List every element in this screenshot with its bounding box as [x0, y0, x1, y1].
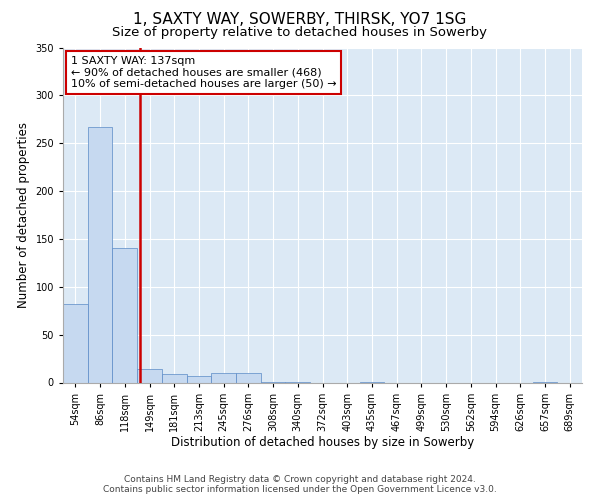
Bar: [211, 373, 236, 382]
Text: Contains HM Land Registry data © Crown copyright and database right 2024.
Contai: Contains HM Land Registry data © Crown c…: [103, 474, 497, 494]
Bar: [112, 248, 137, 382]
Bar: [88, 127, 112, 382]
Bar: [137, 369, 162, 382]
Bar: [236, 373, 261, 382]
Text: Size of property relative to detached houses in Sowerby: Size of property relative to detached ho…: [113, 26, 487, 39]
Bar: [63, 304, 88, 382]
Text: 1 SAXTY WAY: 137sqm
← 90% of detached houses are smaller (468)
10% of semi-detac: 1 SAXTY WAY: 137sqm ← 90% of detached ho…: [71, 56, 337, 89]
X-axis label: Distribution of detached houses by size in Sowerby: Distribution of detached houses by size …: [171, 436, 474, 450]
Bar: [162, 374, 187, 382]
Y-axis label: Number of detached properties: Number of detached properties: [17, 122, 30, 308]
Bar: [187, 376, 211, 382]
Text: 1, SAXTY WAY, SOWERBY, THIRSK, YO7 1SG: 1, SAXTY WAY, SOWERBY, THIRSK, YO7 1SG: [133, 12, 467, 26]
